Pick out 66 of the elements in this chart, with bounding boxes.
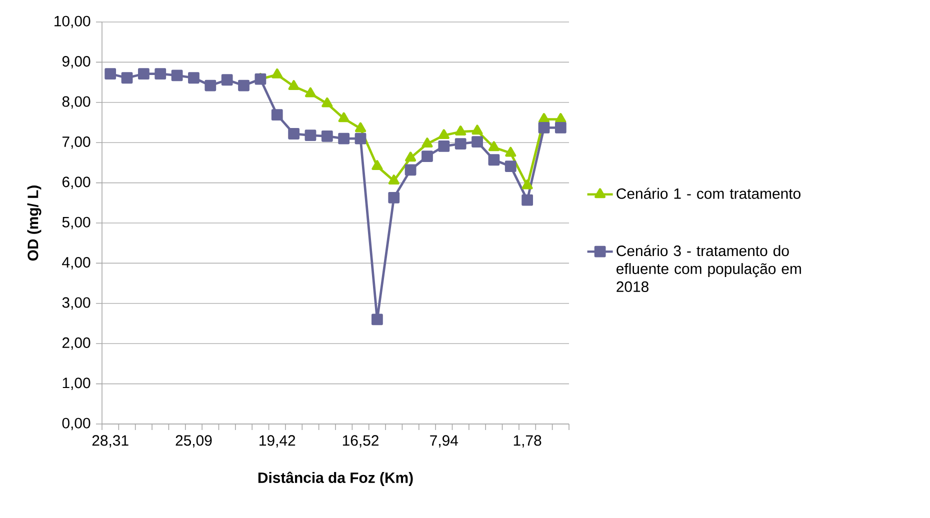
point (472, 124, 483, 135)
x-axis-title: Distância da Foz (Km) (258, 472, 413, 486)
y-tick-label: 7,00 (62, 136, 90, 149)
point (438, 140, 450, 152)
point (388, 174, 400, 184)
point (272, 68, 283, 78)
point (422, 138, 433, 148)
point (138, 68, 150, 80)
legend-label: Cenário 3 - tratamento do efluente com população em 2018 (616, 244, 801, 292)
point (538, 113, 550, 123)
point (538, 122, 550, 134)
point (388, 192, 400, 204)
point (171, 70, 183, 82)
point (505, 146, 516, 157)
point (488, 141, 500, 152)
point (504, 160, 516, 172)
point (554, 122, 566, 134)
point (422, 150, 433, 162)
point (288, 128, 300, 140)
y-tick-label: 2,00 (62, 337, 90, 350)
y-tick-label: 9,00 (62, 56, 90, 68)
y-tick-label: 3,00 (62, 297, 90, 310)
x-tick-label: 25,09 (176, 435, 212, 448)
point (454, 138, 466, 150)
y-tick-label: 4,00 (62, 257, 90, 270)
x-tick-label: 7,94 (430, 435, 458, 448)
point (522, 179, 533, 190)
point (405, 152, 416, 162)
point (455, 126, 466, 136)
point (488, 154, 500, 166)
point (322, 97, 333, 108)
legend-label: Cenário 1 - com tratamento (616, 188, 800, 199)
y-tick-label: 1,00 (62, 378, 90, 390)
point (522, 194, 534, 206)
y-axis-title: OD (mg/ L) (27, 186, 42, 261)
point (304, 130, 316, 142)
point (238, 80, 250, 92)
y-tick-label: 6,00 (62, 176, 90, 189)
point (555, 113, 566, 123)
point (121, 72, 133, 84)
x-tick-label: 28,31 (92, 435, 128, 448)
x-tick-label: 16,52 (342, 435, 378, 448)
point (338, 112, 350, 122)
y-tick-label: 8,00 (62, 96, 90, 109)
point (438, 129, 450, 140)
point (204, 80, 216, 92)
x-tick-label: 19,42 (260, 435, 296, 448)
point (288, 80, 300, 90)
point (188, 72, 200, 84)
y-tick-label: 5,00 (62, 216, 90, 230)
point (154, 68, 166, 80)
point (321, 130, 333, 142)
point (338, 132, 350, 144)
point (304, 87, 316, 98)
x-tick-label: 1,78 (514, 435, 542, 448)
y-tick-label: 0,00 (62, 418, 90, 430)
point (372, 160, 383, 170)
point (404, 164, 416, 176)
point (104, 68, 116, 80)
point (221, 74, 233, 86)
y-tick-label: 10,00 (54, 16, 90, 28)
point (472, 136, 483, 148)
point (271, 109, 283, 121)
point (372, 314, 383, 326)
point (354, 122, 366, 132)
point (354, 132, 366, 144)
